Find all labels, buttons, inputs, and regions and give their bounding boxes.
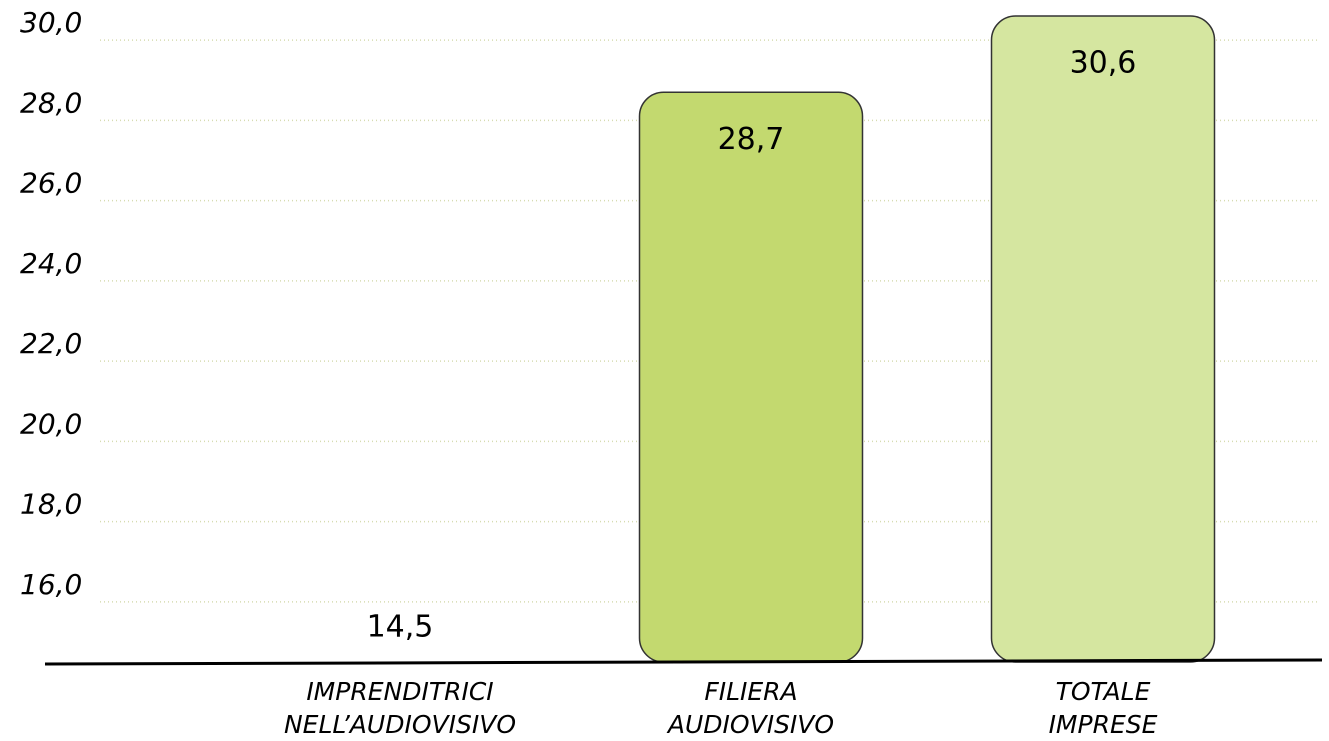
value-label: 28,7: [718, 122, 785, 157]
value-label: 30,6: [1070, 46, 1137, 81]
x-axis: [44, 658, 1323, 666]
value-label: 14,5: [367, 610, 434, 645]
x-tick-label: FILIERA AUDIOVISIVO: [667, 677, 835, 739]
y-tick-label: 26,0: [20, 167, 82, 200]
y-tick-label: 24,0: [20, 247, 82, 280]
x-tick-label: TOTALE IMPRESE: [1048, 677, 1158, 739]
y-tick-label: 28,0: [20, 86, 82, 119]
bar: [990, 15, 1216, 663]
y-tick-label: 16,0: [20, 568, 82, 601]
x-tick-label: IMPRENDITRICI NELL’AUDIOVISIVO: [283, 677, 516, 739]
y-tick-label: 20,0: [20, 407, 82, 440]
bar: [638, 91, 864, 663]
y-tick-label: 30,0: [20, 6, 82, 39]
y-tick-label: 18,0: [20, 488, 82, 521]
y-tick-label: 22,0: [20, 327, 82, 360]
